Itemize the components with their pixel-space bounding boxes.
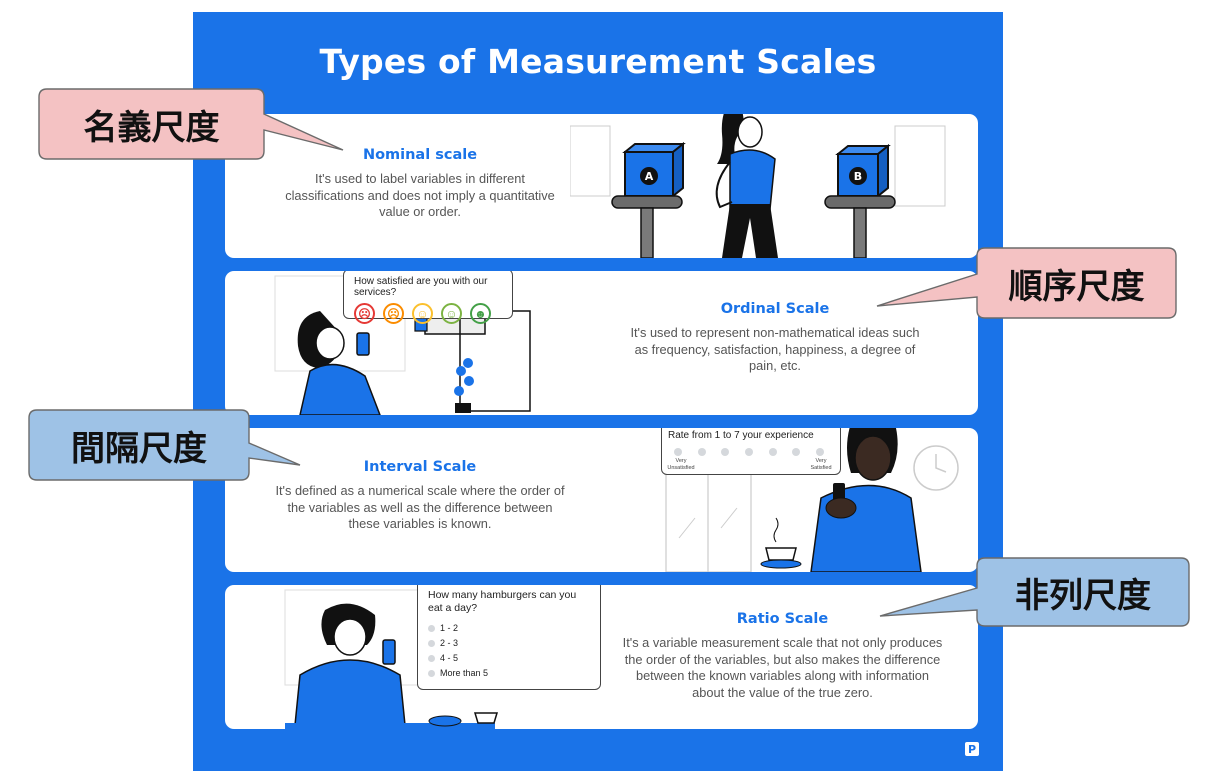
answer-option-label: 4 - 5	[440, 653, 459, 663]
card-description: It's used to represent non-mathematical …	[630, 325, 920, 373]
radio-icon	[428, 654, 435, 662]
callout-nominal-shape	[38, 88, 344, 160]
callout-ratio-shape	[879, 557, 1190, 627]
card-heading: Nominal scale	[362, 147, 478, 163]
interval-illustration	[665, 428, 959, 572]
rating-option-1[interactable]	[674, 448, 682, 456]
box-a-label: A	[645, 170, 654, 183]
callout-interval-shape	[28, 409, 301, 481]
card-description: It's a variable measurement scale that n…	[622, 635, 943, 700]
hamburger-question-bubble: How many hamburgers can you eat a day? 1…	[417, 585, 601, 690]
answer-option-label: More than 5	[440, 668, 489, 678]
ratio-question: How many hamburgers can you eat a day?	[428, 589, 577, 614]
card-ordinal: How satisfied are you with our services?…	[225, 271, 978, 415]
answer-option-label: 2 - 3	[440, 638, 459, 648]
very-unhappy-icon[interactable]: ☹	[354, 303, 375, 324]
radio-icon	[428, 669, 435, 677]
satisfaction-survey-bubble: How satisfied are you with our services?…	[343, 271, 513, 324]
brand-logo-glyph: P	[967, 742, 977, 756]
radio-icon	[428, 624, 435, 632]
callout-ordinal-label: 順序尺度	[1008, 266, 1145, 307]
callout-interval-label: 間隔尺度	[71, 428, 207, 469]
rating-option-4[interactable]	[744, 448, 753, 456]
card-nominal: Nominal scale It's used to label variabl…	[225, 114, 978, 258]
rating-low-label: Very Unsatisfied	[667, 458, 695, 471]
rating-option-3[interactable]	[721, 448, 730, 456]
card-interval: Interval Scale It's defined as a numeric…	[225, 428, 978, 572]
card-ratio: How many hamburgers can you eat a day? 1…	[225, 585, 978, 729]
unhappy-icon[interactable]: ☹	[383, 303, 404, 324]
box-b-label: B	[854, 170, 862, 183]
rating-option-5[interactable]	[768, 448, 777, 456]
card-description: It's used to label variables in differen…	[285, 171, 555, 219]
callout-nominal-label: 名義尺度	[83, 107, 220, 148]
callout-ordinal-shape	[876, 247, 1177, 319]
answer-option-label: 1 - 2	[440, 623, 459, 633]
card-nominal-text: Nominal scale It's used to label variabl…	[275, 147, 565, 221]
rating-option-7[interactable]	[815, 448, 824, 456]
answer-option[interactable]: 2 - 3	[428, 638, 600, 648]
nominal-illustration: A B	[570, 114, 946, 258]
rating-high-label: Very Satisfied	[810, 458, 832, 471]
answer-option[interactable]: More than 5	[428, 668, 600, 678]
rating-option-2[interactable]	[697, 448, 706, 456]
card-description: It's defined as a numerical scale where …	[275, 483, 565, 531]
rating-scale-bubble: Rate from 1 to 7 your experience Very Un…	[661, 428, 841, 475]
survey-question: How satisfied are you with our services?	[354, 276, 488, 298]
neutral-icon[interactable]: ☺	[412, 303, 433, 324]
card-ratio-text: Ratio Scale It's a variable measurement …	[620, 611, 945, 701]
poster: Types of Measurement Scales Nominal scal…	[193, 12, 1003, 771]
card-heading: Ratio Scale	[736, 611, 829, 627]
very-happy-icon[interactable]: ☻	[470, 303, 491, 324]
ordinal-illustration	[274, 275, 531, 415]
answer-option[interactable]: 4 - 5	[428, 653, 600, 663]
answer-option[interactable]: 1 - 2	[428, 623, 600, 633]
card-heading: Interval Scale	[363, 459, 477, 475]
brand-logo: P	[965, 742, 979, 756]
ratio-illustration	[284, 589, 499, 729]
callout-ratio-label: 非列尺度	[1015, 575, 1151, 616]
card-interval-text: Interval Scale It's defined as a numeric…	[275, 459, 565, 533]
happy-icon[interactable]: ☺	[441, 303, 462, 324]
poster-title: Types of Measurement Scales	[319, 42, 877, 81]
rating-option-6[interactable]	[792, 448, 801, 456]
radio-icon	[428, 639, 435, 647]
rating-question: Rate from 1 to 7 your experience	[668, 430, 814, 441]
card-heading: Ordinal Scale	[720, 301, 830, 317]
card-ordinal-text: Ordinal Scale It's used to represent non…	[625, 301, 925, 375]
